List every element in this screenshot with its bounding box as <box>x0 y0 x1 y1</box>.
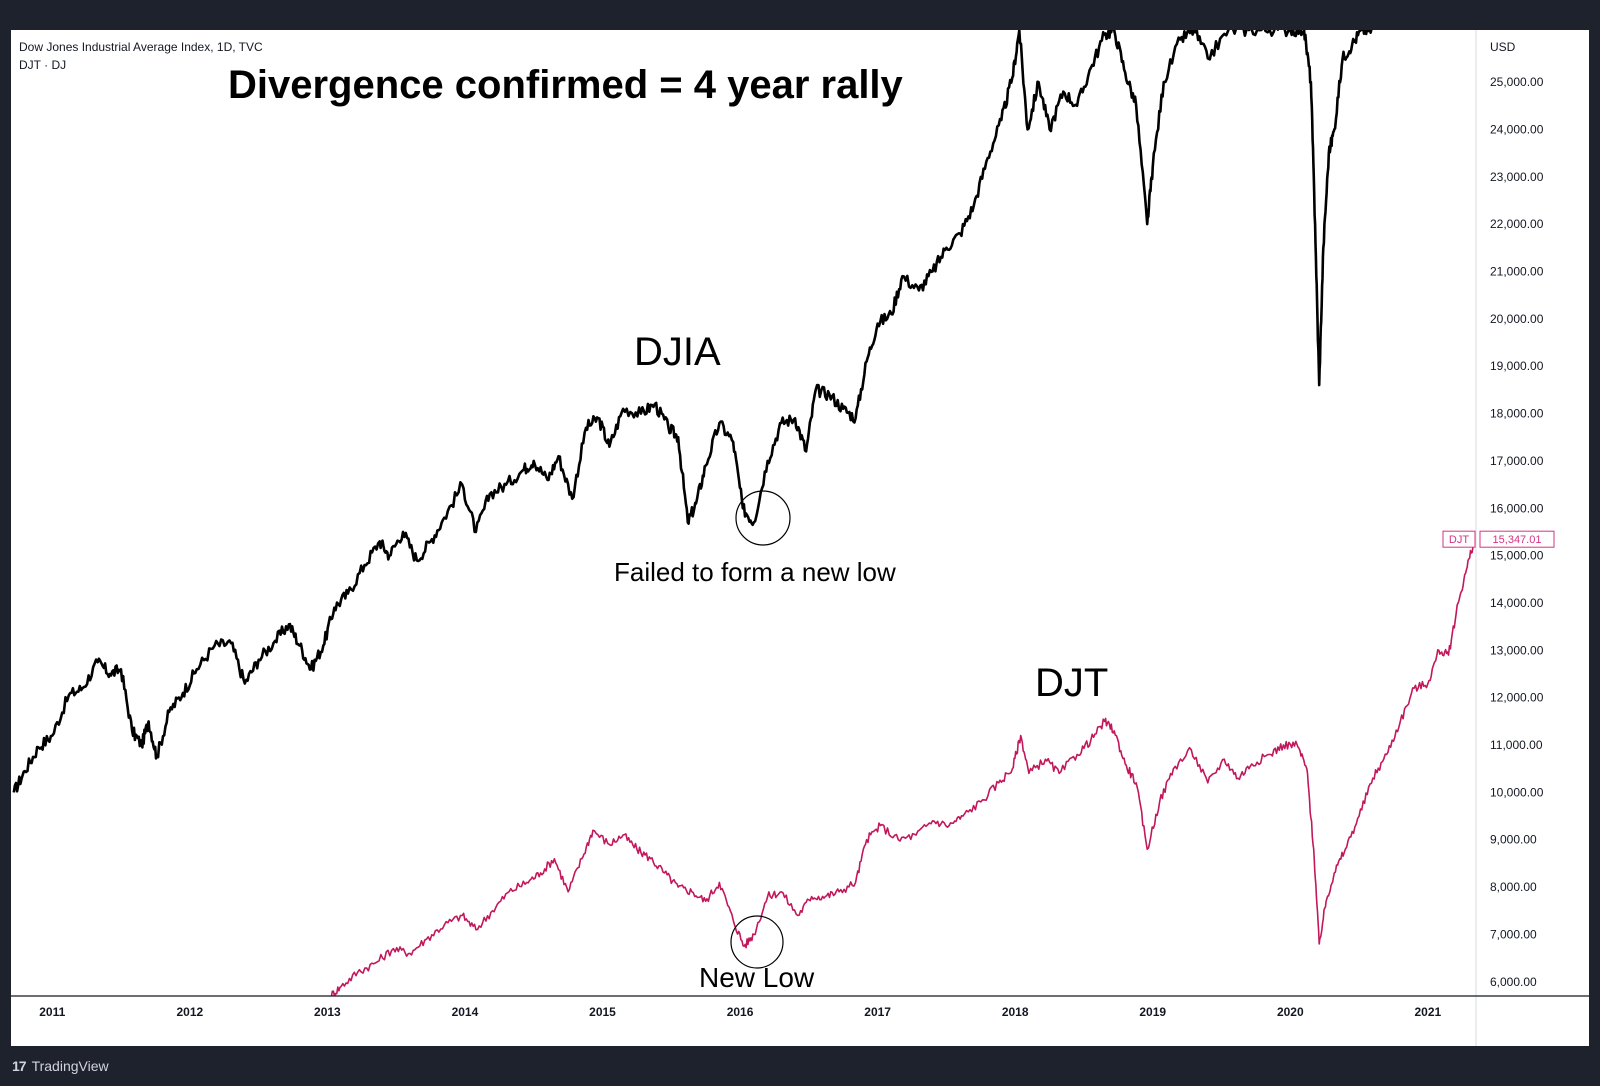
y-tick-label: 15,000.00 <box>1490 549 1544 563</box>
y-tick-label: 16,000.00 <box>1490 501 1544 515</box>
compare-label[interactable]: DJT · DJ <box>19 58 67 72</box>
x-tick-label: 2013 <box>314 1005 341 1019</box>
y-tick-label: 8,000.00 <box>1490 880 1537 894</box>
annotation-djia: DJIA <box>634 330 721 374</box>
y-tick-label: 21,000.00 <box>1490 265 1544 279</box>
axis-layer: USD 6,000.00 7,000.00 8,000.00 9,000.00 10,00… <box>11 30 1589 1046</box>
x-tick-label: 2017 <box>864 1005 891 1019</box>
x-tick-label: 2011 <box>39 1005 65 1019</box>
y-tick-label: 23,000.00 <box>1490 170 1544 184</box>
x-tick-label: 2012 <box>176 1005 203 1019</box>
badge-series-label: DJT <box>1449 534 1469 546</box>
series-line-djt <box>330 538 1476 996</box>
brand-label: TradingView <box>31 1058 109 1074</box>
annotation-djt: DJT <box>1035 661 1108 705</box>
series-line-djia <box>12 30 1373 793</box>
series-layer <box>12 30 1476 996</box>
currency-label: USD <box>1490 40 1516 54</box>
x-tick-label: 2015 <box>589 1005 616 1019</box>
y-tick-label: 17,000.00 <box>1490 454 1544 468</box>
y-tick-label: 6,000.00 <box>1490 975 1537 989</box>
y-tick-label: 24,000.00 <box>1490 122 1544 136</box>
tradingview-icon: 17 <box>12 1058 27 1074</box>
y-tick-label: 7,000.00 <box>1490 927 1537 941</box>
badge-value-box <box>1479 530 1555 548</box>
y-tick-label: 19,000.00 <box>1490 359 1544 373</box>
annotation-circle-djt <box>730 915 784 969</box>
tradingview-logo[interactable]: 17 TradingView <box>12 1058 109 1074</box>
annotation-circle-djia <box>735 490 791 546</box>
chart-title: Divergence confirmed = 4 year rally <box>228 63 904 107</box>
badge-label-box <box>1442 530 1476 548</box>
x-tick-label: 2020 <box>1277 1005 1304 1019</box>
badge-value: 15,347.01 <box>1493 534 1542 546</box>
x-tick-label: 2014 <box>452 1005 479 1019</box>
x-tick-label: 2019 <box>1139 1005 1166 1019</box>
x-tick-label: 2021 <box>1415 1005 1442 1019</box>
x-tick-label: 2016 <box>727 1005 754 1019</box>
price-chart[interactable]: USD 6,000.00 7,000.00 8,000.00 9,000.00 10,00… <box>11 30 1589 1046</box>
y-tick-label: 20,000.00 <box>1490 312 1544 326</box>
y-tick-label: 18,000.00 <box>1490 407 1544 421</box>
chart-panel: USD 6,000.00 7,000.00 8,000.00 9,000.00 10,00… <box>11 30 1589 1046</box>
y-tick-label: 12,000.00 <box>1490 691 1544 705</box>
y-tick-label: 13,000.00 <box>1490 643 1544 657</box>
annotation-layer: Divergence confirmed = 4 year rally DJIA F… <box>228 63 1108 993</box>
y-tick-label: 14,000.00 <box>1490 596 1544 610</box>
x-tick-label: 2018 <box>1002 1005 1029 1019</box>
annotation-failed-low: Failed to form a new low <box>614 557 896 587</box>
y-tick-label: 25,000.00 <box>1490 75 1544 89</box>
annotation-new-low: New Low <box>699 962 815 993</box>
y-tick-label: 22,000.00 <box>1490 217 1544 231</box>
y-tick-label: 11,000.00 <box>1490 738 1543 752</box>
y-tick-label: 9,000.00 <box>1490 833 1537 847</box>
instrument-title[interactable]: Dow Jones Industrial Average Index, 1D, … <box>19 40 263 54</box>
y-tick-label: 10,000.00 <box>1490 785 1544 799</box>
